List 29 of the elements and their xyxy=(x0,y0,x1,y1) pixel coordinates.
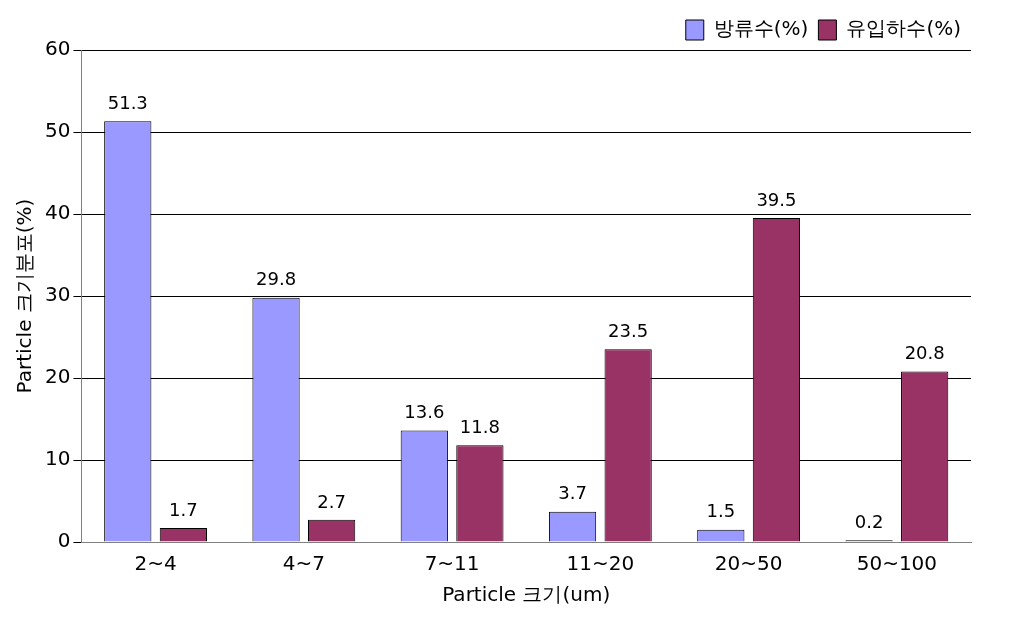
data-label: 2.7 xyxy=(317,490,346,512)
x-tick-label: 2~4 xyxy=(134,551,177,576)
data-label: 11.8 xyxy=(459,415,500,437)
data-label: 13.6 xyxy=(404,401,445,423)
legend-label: 유입하수(%) xyxy=(846,16,961,41)
data-label: 39.5 xyxy=(756,188,797,210)
x-tick-label: 11~20 xyxy=(566,551,635,576)
y-tick-label: 0 xyxy=(57,528,71,553)
data-label: 29.8 xyxy=(256,268,297,290)
y-tick-label: 40 xyxy=(45,200,71,225)
data-label: 23.5 xyxy=(608,319,649,341)
y-tick-label: 60 xyxy=(45,36,71,61)
data-label: 20.8 xyxy=(904,342,945,364)
x-axis-title: Particle 크기(um) xyxy=(442,582,611,607)
data-label: 0.2 xyxy=(854,511,884,533)
y-tick-label: 50 xyxy=(45,118,71,143)
x-tick-label: 4~7 xyxy=(282,551,325,576)
y-tick-label: 20 xyxy=(45,364,71,389)
data-label: 1.5 xyxy=(706,500,736,522)
data-label: 51.3 xyxy=(107,92,148,114)
x-tick-label: 7~11 xyxy=(424,551,480,576)
data-label: 3.7 xyxy=(558,482,587,504)
y-axis-title: Particle 크기분포(%) xyxy=(12,198,37,394)
data-label: 1.7 xyxy=(169,498,198,520)
x-tick-label: 50~100 xyxy=(856,551,938,576)
y-tick-label: 30 xyxy=(45,282,71,307)
y-tick-label: 10 xyxy=(45,446,71,471)
legend-label: 방류수(%) xyxy=(713,16,809,41)
x-tick-label: 20~50 xyxy=(714,551,783,576)
